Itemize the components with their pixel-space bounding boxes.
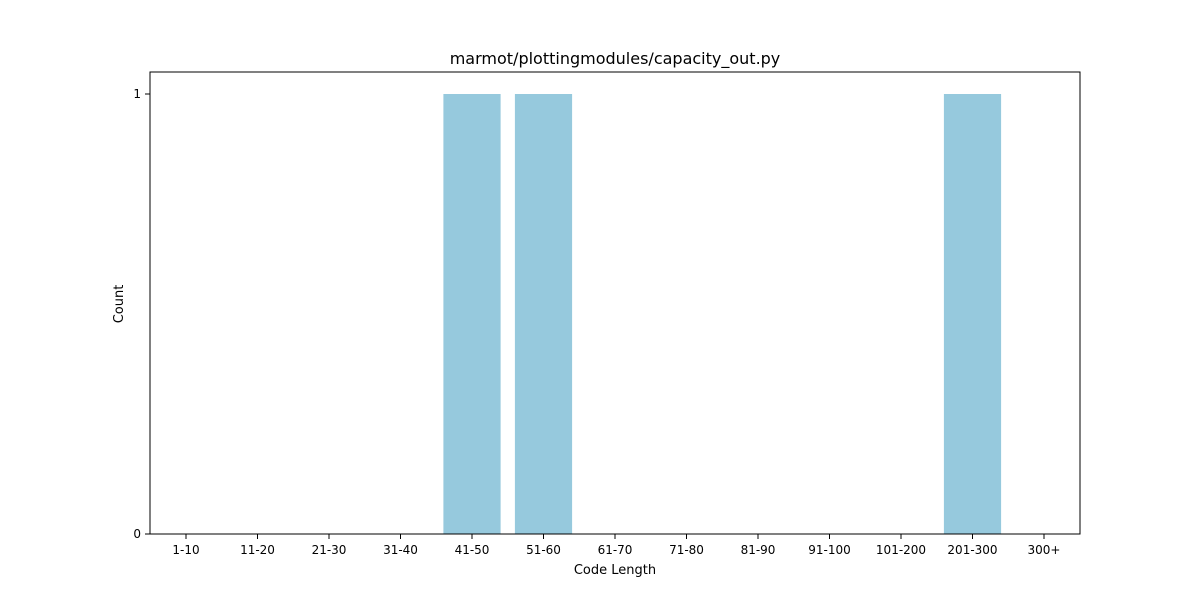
x-tick-label: 31-40	[383, 543, 418, 557]
chart-title: marmot/plottingmodules/capacity_out.py	[450, 49, 781, 69]
x-tick-label: 300+	[1028, 543, 1061, 557]
bar-51-60	[514, 94, 573, 534]
y-tick-label: 0	[133, 527, 141, 541]
y-tick-label: 1	[133, 87, 141, 101]
bars-group	[443, 94, 1002, 534]
x-axis-ticks: 1-10 11-20 21-30 31-40 41-50 51-60 61-70 71-80 8…	[172, 534, 1060, 557]
x-tick-label: 21-30	[312, 543, 347, 557]
x-tick-label: 41-50	[455, 543, 490, 557]
x-tick-label: 1-10	[172, 543, 199, 557]
y-axis-label: Count	[112, 285, 127, 324]
x-tick-label: 201-300	[947, 543, 997, 557]
x-tick-label: 11-20	[240, 543, 275, 557]
y-axis-ticks: 01	[133, 87, 150, 541]
x-tick-label: 81-90	[741, 543, 776, 557]
bar-41-50	[443, 94, 501, 534]
x-tick-label: 61-70	[598, 543, 633, 557]
x-axis-label: Code Length	[574, 563, 656, 578]
x-tick-label: 91-100	[808, 543, 851, 557]
x-tick-label: 51-60	[526, 543, 561, 557]
bar-201-300	[943, 94, 1002, 534]
x-tick-label: 71-80	[669, 543, 704, 557]
x-tick-label: 101-200	[876, 543, 926, 557]
